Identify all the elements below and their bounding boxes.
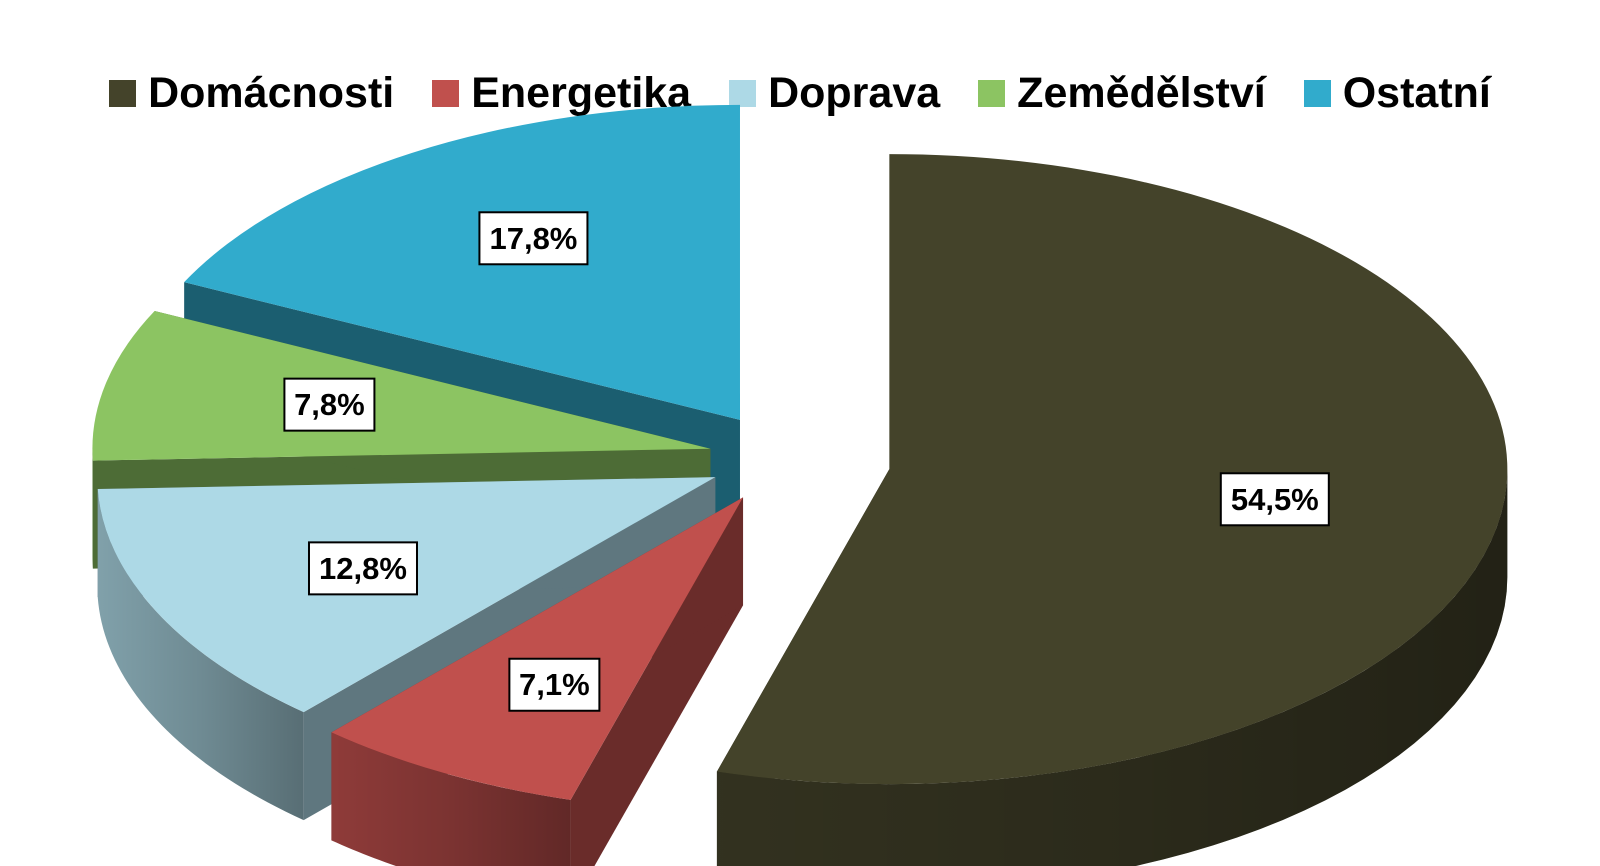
legend-item-ostatni: Ostatní <box>1303 68 1491 118</box>
data-label-text: 12,8% <box>319 551 407 586</box>
legend-label: Zemědělství <box>1017 68 1266 117</box>
pie-slice-side-shade <box>331 732 571 866</box>
data-label-box <box>283 377 376 432</box>
legend-swatch <box>109 79 137 107</box>
pie-slice-0 <box>716 154 1508 866</box>
data-label-box <box>1219 472 1330 527</box>
legend-swatch <box>1303 79 1331 107</box>
legend-swatch <box>729 79 757 107</box>
legend-label: Doprava <box>768 68 941 117</box>
pie-data-labels: 54,5% 7,1% 12,8% 7,8% 17,8% <box>283 211 1330 712</box>
pie-slice-side-shade <box>97 489 304 821</box>
data-label-1: 7,1% <box>508 657 601 712</box>
pie-slice-top <box>716 154 1508 785</box>
legend-item-doprava: Doprava <box>729 69 940 118</box>
data-label-text: 54,5% <box>1231 482 1319 517</box>
pie-slice-top <box>184 104 740 420</box>
data-label-text: 7,1% <box>519 667 590 702</box>
data-label-box <box>508 657 601 712</box>
legend-swatch <box>432 79 460 107</box>
pie-slice-top <box>331 497 744 800</box>
data-label-4: 17,8% <box>478 211 589 266</box>
data-label-2: 12,8% <box>307 541 418 596</box>
legend-label: Ostatní <box>1342 68 1491 117</box>
legend-item-domacnosti: Domácnosti <box>109 69 394 118</box>
pie-slice-side-shade <box>716 469 1508 866</box>
data-label-0: 54,5% <box>1219 472 1330 527</box>
legend-label: Domácnosti <box>148 68 395 117</box>
data-label-box <box>478 211 589 266</box>
pie-slice-top <box>92 311 711 461</box>
data-label-3: 7,8% <box>283 377 376 432</box>
legend-swatch <box>978 79 1006 107</box>
data-label-box <box>307 541 418 596</box>
data-label-text: 17,8% <box>489 221 577 256</box>
data-label-text: 7,8% <box>294 387 365 422</box>
legend-item-zemedelstvi: Zemědělství <box>978 69 1266 118</box>
legend: Domácnosti Energetika Doprava Zemědělstv… <box>0 58 1600 128</box>
